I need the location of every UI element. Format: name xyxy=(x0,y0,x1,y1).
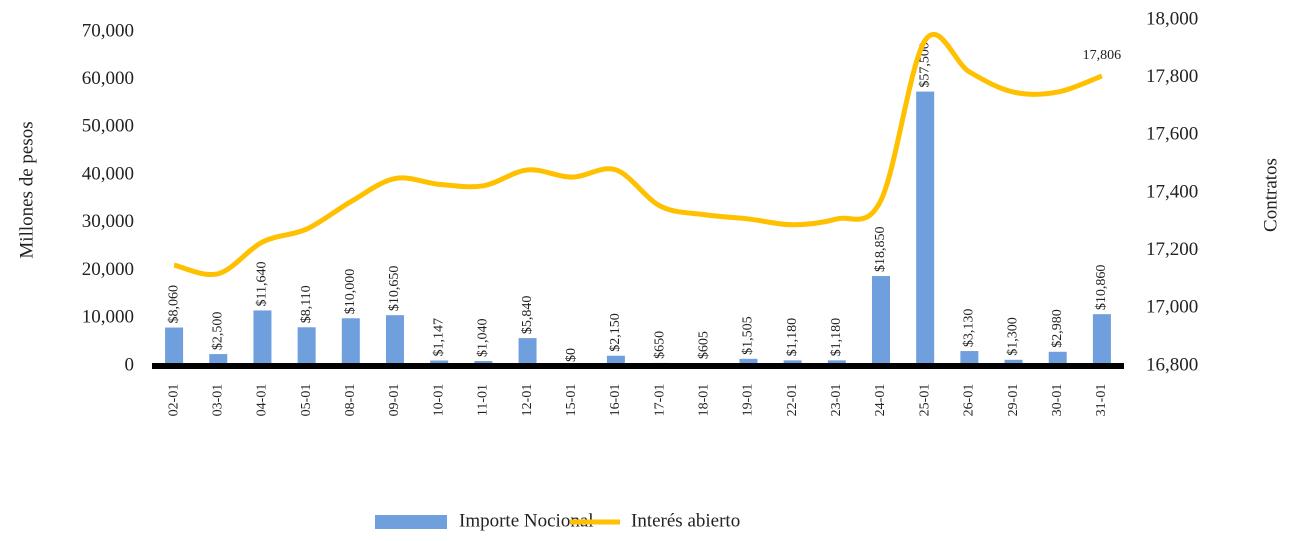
data-label: $1,040 xyxy=(476,319,491,358)
x-tick-label: 10-01 xyxy=(431,384,446,417)
y-axis-title: Millones de pesos xyxy=(16,121,37,258)
bar xyxy=(1092,314,1111,366)
bar xyxy=(739,358,758,366)
y2-tick-label: 17,600 xyxy=(1146,124,1198,145)
x-tick-label: 12-01 xyxy=(520,384,535,417)
y2-tick-label: 18,000 xyxy=(1146,8,1198,29)
y2-tick-label: 17,200 xyxy=(1146,239,1198,260)
x-tick-label: 25-01 xyxy=(917,384,932,417)
legend-swatch xyxy=(375,515,447,529)
y2-tick-label: 17,000 xyxy=(1146,297,1198,318)
bar xyxy=(253,310,272,366)
bar xyxy=(606,355,625,366)
bar xyxy=(341,318,360,366)
bar xyxy=(165,327,184,366)
x-tick-label: 30-01 xyxy=(1050,384,1065,417)
data-label: $10,860 xyxy=(1094,265,1109,311)
bar xyxy=(872,276,890,366)
legend-label: Importe Nocional xyxy=(459,510,594,531)
x-tick-label: 31-01 xyxy=(1094,384,1109,417)
y2-tick-label: 17,400 xyxy=(1146,181,1198,202)
y-tick-label: 0 xyxy=(125,354,135,375)
data-label: $1,147 xyxy=(431,318,446,357)
y-tick-label: 10,000 xyxy=(82,307,134,328)
data-label: $10,650 xyxy=(387,266,402,312)
data-label: $2,500 xyxy=(210,312,225,351)
x-tick-label: 05-01 xyxy=(299,384,314,417)
data-label: $1,505 xyxy=(741,316,756,355)
data-label: $10,000 xyxy=(343,269,358,315)
bar xyxy=(518,338,537,366)
data-label: $5,840 xyxy=(520,296,535,335)
data-label: $8,110 xyxy=(299,285,314,323)
bar xyxy=(386,315,404,366)
y2-tick-label: 17,800 xyxy=(1146,66,1198,87)
data-label: $18,850 xyxy=(873,227,888,273)
bar xyxy=(1048,351,1067,366)
x-tick-label: 18-01 xyxy=(696,384,711,417)
bar xyxy=(1004,359,1023,366)
x-tick-label: 29-01 xyxy=(1006,384,1021,417)
x-tick-label: 03-01 xyxy=(210,384,225,417)
data-label: 17,806 xyxy=(1083,48,1122,63)
x-tick-label: 23-01 xyxy=(829,384,844,417)
x-tick-label: 04-01 xyxy=(255,384,270,417)
y-tick-label: 40,000 xyxy=(82,163,134,184)
data-label: $1,180 xyxy=(785,318,800,357)
x-tick-label: 26-01 xyxy=(962,384,977,417)
bar xyxy=(916,91,935,366)
data-label: $605 xyxy=(696,331,711,359)
y-tick-label: 60,000 xyxy=(82,68,134,89)
x-tick-label: 02-01 xyxy=(166,384,181,417)
data-label: $0 xyxy=(564,348,579,362)
data-label: $1,300 xyxy=(1006,317,1021,355)
y2-axis-title: Contratos xyxy=(1260,158,1281,232)
x-tick-label: 19-01 xyxy=(741,384,756,417)
y-tick-label: 50,000 xyxy=(82,116,134,137)
data-label: $650 xyxy=(652,331,667,359)
y-tick-label: 30,000 xyxy=(82,211,134,232)
x-tick-label: 08-01 xyxy=(343,384,358,417)
x-tick-label: 24-01 xyxy=(873,384,888,417)
bar xyxy=(297,327,316,366)
x-tick-label: 11-01 xyxy=(476,384,491,416)
x-tick-label: 16-01 xyxy=(608,384,623,417)
data-label: $2,980 xyxy=(1050,309,1065,348)
legend-label: Interés abierto xyxy=(631,510,740,531)
x-tick-label: 15-01 xyxy=(564,384,579,417)
data-label: $3,130 xyxy=(962,309,977,348)
data-label: $2,150 xyxy=(608,313,623,352)
data-label: $1,180 xyxy=(829,318,844,357)
bar xyxy=(960,351,979,366)
data-label: $8,060 xyxy=(166,285,181,324)
bar xyxy=(209,354,228,366)
y-tick-label: 70,000 xyxy=(82,20,134,41)
line xyxy=(173,32,1103,278)
y2-tick-label: 16,800 xyxy=(1146,354,1198,375)
data-label: $11,640 xyxy=(255,261,270,306)
x-tick-label: 22-01 xyxy=(785,384,800,417)
x-tick-label: 17-01 xyxy=(652,384,667,417)
y-tick-label: 20,000 xyxy=(82,259,134,280)
x-tick-label: 09-01 xyxy=(387,384,402,417)
